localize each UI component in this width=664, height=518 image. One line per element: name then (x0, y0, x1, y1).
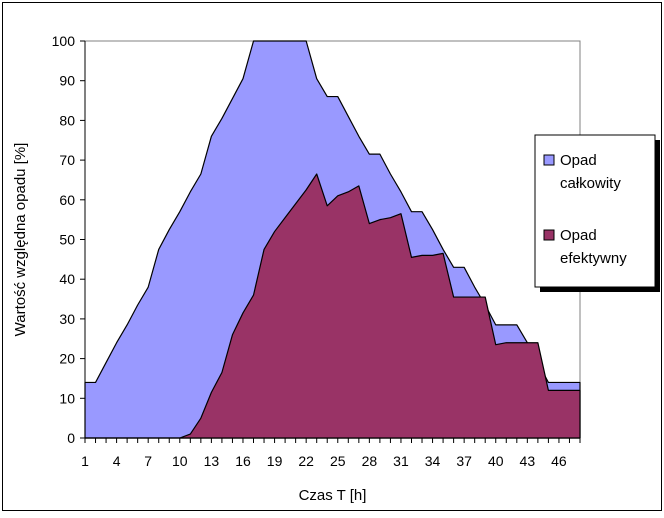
x-tick-label: 37 (456, 453, 472, 469)
x-tick-label: 10 (172, 453, 188, 469)
x-tick-label: 25 (330, 453, 346, 469)
y-tick-label: 50 (59, 232, 75, 248)
x-tick-label: 40 (488, 453, 504, 469)
x-tick-label: 1 (81, 453, 89, 469)
y-tick-label: 70 (59, 152, 75, 168)
legend-label: Opad efektywny (560, 227, 627, 267)
y-axis-title: Wartość względna opadu [%] (12, 143, 29, 337)
y-tick-label: 20 (59, 351, 75, 367)
y-tick-label: 100 (52, 33, 76, 49)
y-tick-label: 80 (59, 112, 75, 128)
x-tick-label: 43 (520, 453, 536, 469)
x-axis-title: Czas T [h] (299, 487, 367, 504)
legend-swatch (543, 229, 555, 241)
plot-area (84, 40, 581, 439)
y-tick-label: 40 (59, 271, 75, 287)
x-tick-label: 46 (551, 453, 567, 469)
axes: 0 10 20 30 40 50 60 70 80 90 100 1 4 7 10 13 16 19 22 25 28 3… (52, 33, 581, 469)
x-tick-label: 13 (204, 453, 220, 469)
x-tick-label: 4 (113, 453, 121, 469)
y-tick-label: 60 (59, 192, 75, 208)
x-tick-label: 22 (298, 453, 314, 469)
x-tick-label: 28 (362, 453, 378, 469)
x-tick-label: 31 (393, 453, 409, 469)
y-tick-label: 30 (59, 311, 75, 327)
x-tick-label: 7 (144, 453, 152, 469)
y-tick-label: 10 (59, 390, 75, 406)
x-tick-label: 19 (267, 453, 283, 469)
legend-swatch (543, 154, 555, 166)
x-tick-label: 16 (235, 453, 251, 469)
x-tick-label: 34 (425, 453, 441, 469)
legend: Opad całkowity Opad efektywny (534, 134, 660, 292)
y-tick-label: 0 (67, 430, 75, 446)
y-tick-label: 90 (59, 73, 75, 89)
legend-box (534, 134, 656, 288)
legend-label: Opad całkowity (560, 152, 621, 192)
